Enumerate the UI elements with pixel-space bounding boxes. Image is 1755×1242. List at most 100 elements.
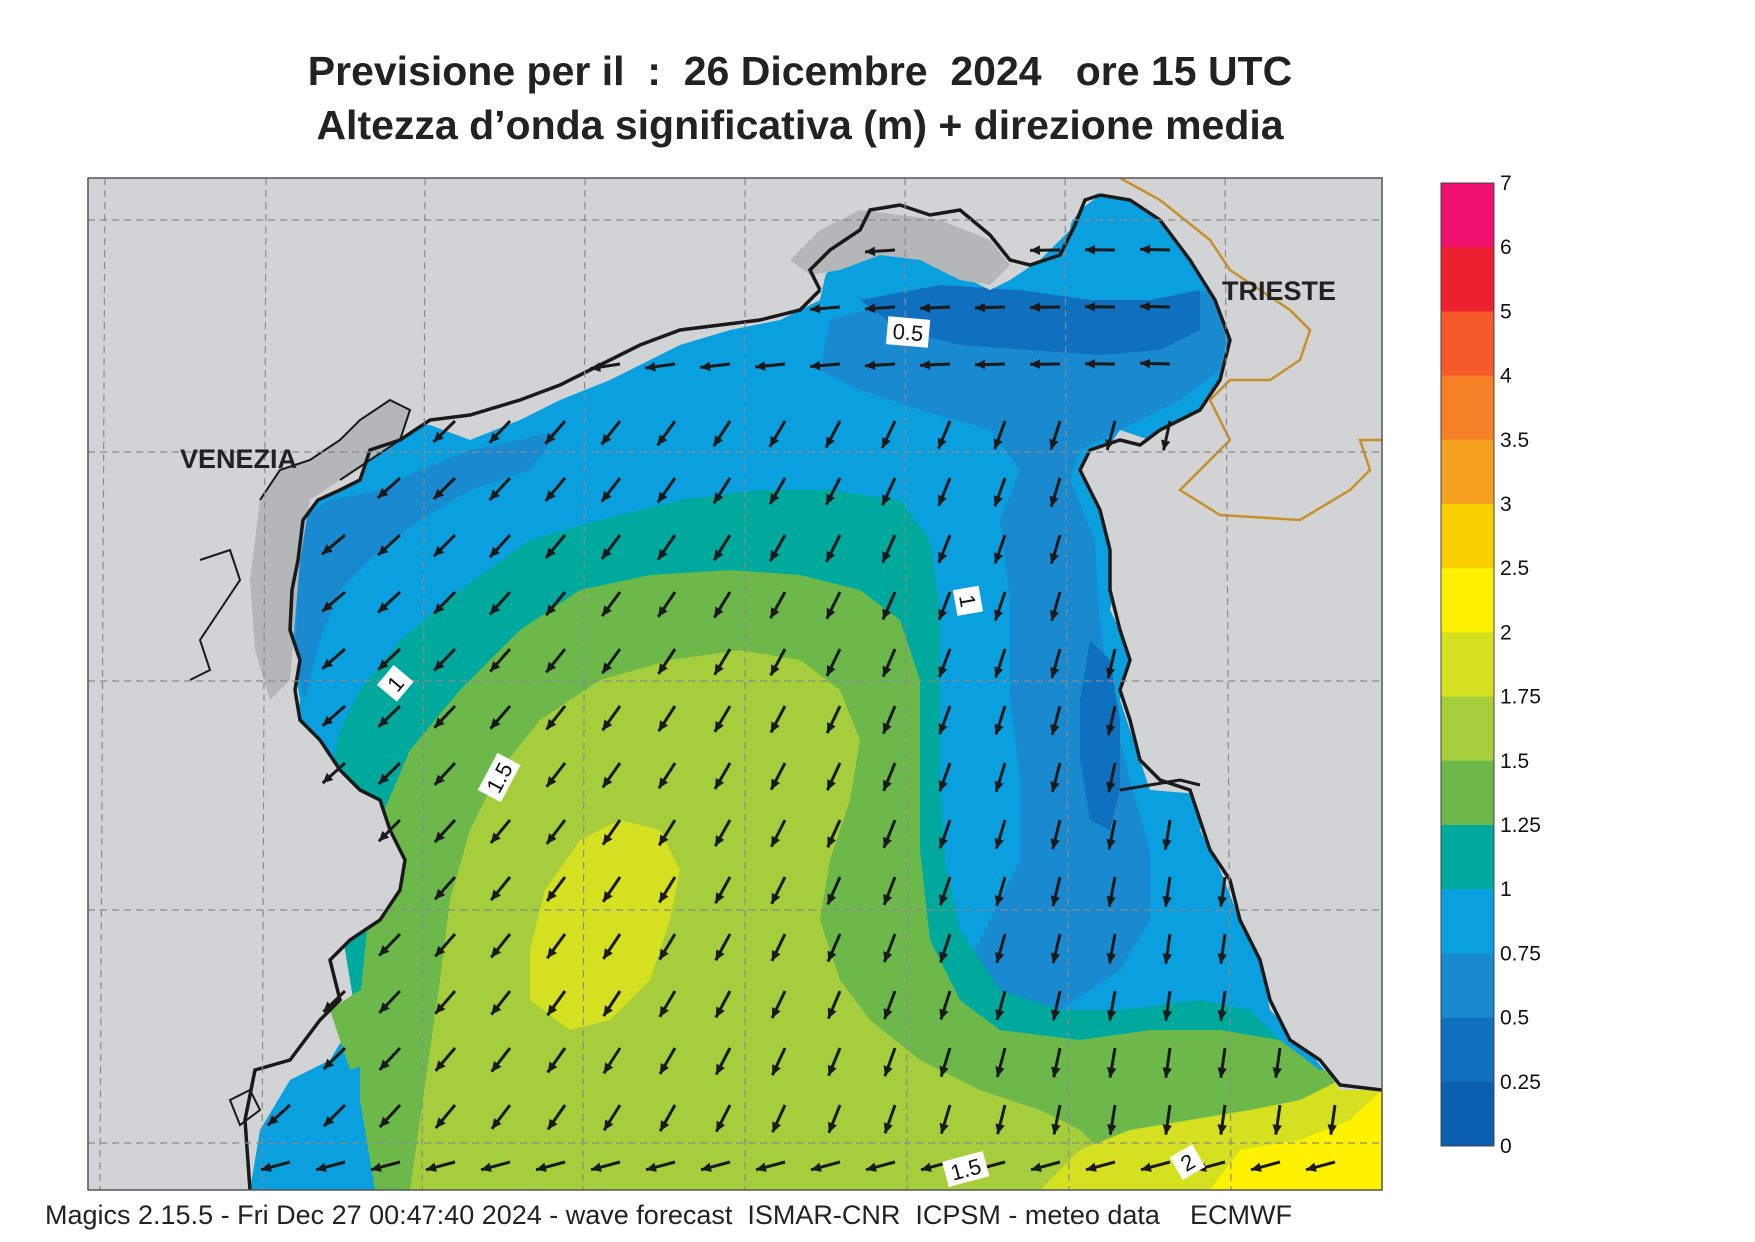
graticule	[88, 178, 1382, 1190]
direction-arrow-head	[646, 1162, 657, 1172]
direction-arrow-head	[883, 836, 892, 848]
direction-arrow-head	[603, 1005, 614, 1017]
direction-arrow-head	[827, 722, 836, 734]
direction-arrow-head	[659, 834, 669, 846]
direction-arrow-head	[489, 546, 501, 558]
legend-swatch	[1441, 632, 1494, 698]
direction-arrow-head	[770, 721, 780, 733]
legend-swatch	[1441, 953, 1494, 1019]
legend-tick-label: 4	[1500, 365, 1512, 388]
direction-arrow-head	[770, 664, 780, 676]
direction-arrow-head	[826, 493, 836, 505]
direction-arrow-head	[994, 723, 1004, 735]
contour-label-2: 2	[1169, 1144, 1206, 1180]
direction-arrows	[260, 244, 1337, 1172]
legend-tick-label: 0	[1500, 1135, 1512, 1158]
direction-arrow-head	[1217, 953, 1227, 964]
city-label-venezia: VENEZIA	[180, 444, 297, 474]
coastline-east	[1078, 193, 1382, 1092]
direction-arrow-head	[546, 604, 557, 616]
direction-arrow-head	[1085, 245, 1095, 255]
direction-arrow-head	[771, 778, 780, 790]
direction-arrow-head	[435, 1117, 446, 1129]
direction-arrow-head	[1105, 667, 1116, 679]
direction-arrow-head	[545, 433, 556, 444]
direction-arrow-head	[772, 1007, 781, 1019]
direction-arrow-head	[715, 1006, 725, 1018]
direction-arrow-head	[770, 493, 780, 505]
direction-arrow-head	[1217, 896, 1227, 907]
direction-arrow-head	[865, 360, 876, 371]
direction-arrow-head	[938, 551, 948, 563]
direction-arrow-head	[827, 836, 837, 848]
direction-arrow-head	[937, 494, 947, 506]
direction-arrow-head	[261, 1162, 272, 1172]
direction-arrow-head	[547, 1118, 558, 1130]
coastline-istria-bay	[1119, 778, 1201, 792]
direction-arrow-head	[658, 605, 668, 617]
band-1.5	[410, 650, 1140, 1190]
direction-arrow-head	[545, 490, 556, 501]
direction-arrow-head	[714, 663, 724, 675]
direction-arrow-head	[1030, 245, 1040, 255]
direction-arrow-head	[316, 1162, 327, 1172]
legend-swatch	[1441, 825, 1494, 890]
direction-arrow-head	[882, 665, 892, 677]
direction-arrow-head	[489, 432, 500, 443]
direction-arrow-head	[811, 1162, 822, 1172]
coastline-west	[243, 288, 822, 1190]
direction-arrow-head	[434, 717, 445, 728]
direction-arrow-head	[659, 1062, 670, 1074]
direction-arrow-head	[379, 1059, 390, 1070]
direction-arrow-head	[770, 550, 780, 562]
direction-arrow-head	[377, 487, 389, 499]
direction-arrow-head	[547, 1004, 558, 1016]
direction-arrow-head	[1272, 1067, 1282, 1078]
direction-arrow-head	[771, 835, 781, 847]
lagoon-grado	[790, 210, 1010, 285]
direction-arrow-head	[490, 832, 501, 844]
direction-arrow-head	[939, 1122, 949, 1134]
direction-arrow-head	[1217, 1067, 1227, 1078]
direction-arrow-head	[602, 662, 613, 674]
direction-arrow-head	[975, 359, 986, 370]
legend-tick-label: 1.25	[1500, 814, 1541, 837]
direction-arrow-head	[826, 550, 836, 562]
lagoon-outline	[189, 398, 412, 1127]
direction-arrow-head	[993, 552, 1003, 564]
direction-arrow-head	[659, 948, 669, 960]
direction-arrow-head	[433, 431, 444, 442]
legend-tick-label: 1.75	[1500, 686, 1541, 709]
legend-swatch	[1441, 247, 1494, 312]
title-line-1: Previsione per il : 26 Dicembre 2024 ore…	[307, 48, 1293, 94]
contour-label-0.5: 0.5	[885, 316, 931, 348]
direction-arrow-head	[547, 1061, 558, 1073]
legend-border	[1440, 182, 1495, 1147]
direction-arrow-head	[883, 1008, 893, 1020]
direction-arrow-head	[1106, 838, 1116, 850]
direction-arrow-head	[1050, 895, 1060, 907]
direction-arrow-head	[434, 660, 445, 671]
direction-arrow-head	[1049, 495, 1059, 507]
band-coast-west	[295, 430, 560, 700]
direction-arrow-head	[546, 718, 557, 730]
direction-arrow-head	[771, 892, 781, 904]
direction-arrow-head	[378, 602, 389, 613]
direction-arrow-head	[434, 603, 445, 614]
direction-arrow-head	[715, 778, 725, 789]
legend-swatch	[1441, 696, 1494, 762]
direction-arrow-head	[1106, 895, 1116, 907]
direction-arrow-head	[1327, 1124, 1337, 1135]
band-0.5	[820, 290, 1230, 1020]
direction-arrow-head	[490, 718, 501, 729]
direction-arrow-head	[994, 780, 1004, 792]
direction-arrow-head	[1162, 1067, 1172, 1078]
band-2.0	[1210, 1090, 1382, 1190]
direction-arrow-head	[378, 659, 389, 670]
direction-arrow-head	[490, 660, 501, 672]
border-line	[1119, 178, 1382, 522]
direction-arrow-head	[882, 779, 892, 791]
direction-arrow-head	[755, 361, 766, 371]
direction-arrow-head	[323, 1001, 334, 1012]
legend-swatch	[1441, 183, 1494, 248]
